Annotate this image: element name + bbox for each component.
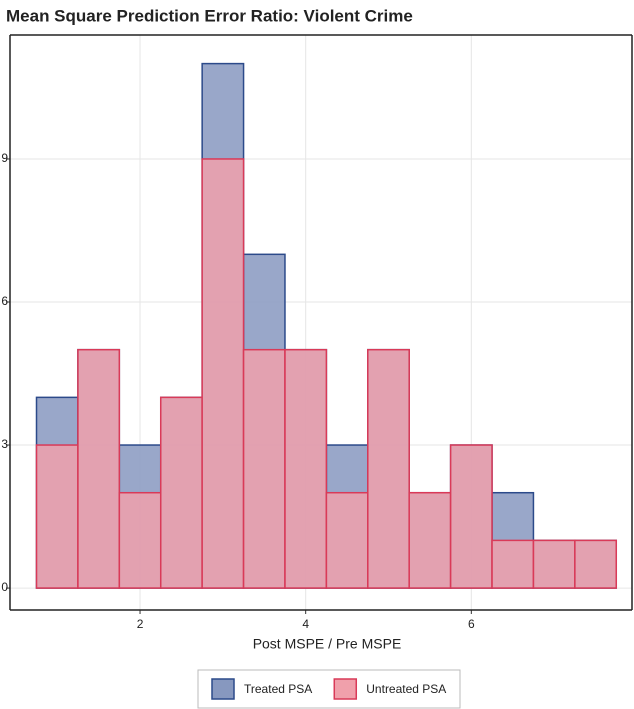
legend-label: Untreated PSA (366, 682, 446, 696)
y-tick-label: 6 (1, 294, 8, 308)
bar (201, 158, 245, 589)
bar (367, 348, 410, 589)
legend-swatch (333, 678, 358, 700)
legend-box (197, 669, 461, 709)
legend-swatch (211, 678, 235, 700)
bar (284, 348, 328, 589)
x-tick-label: 2 (137, 617, 144, 631)
bar (408, 491, 452, 589)
chart-title: Mean Square Prediction Error Ratio: Viol… (6, 6, 413, 25)
y-tick-label: 0 (1, 580, 8, 594)
legend-label: Treated PSA (244, 682, 312, 696)
y-tick-label: 9 (1, 151, 8, 165)
bar (118, 491, 162, 589)
legend: Treated PSA Untreated PSA (197, 669, 461, 709)
x-axis-label: Post MSPE / Pre MSPE (253, 636, 402, 652)
bar (35, 444, 79, 589)
bar (449, 444, 493, 589)
bar (77, 348, 121, 589)
bar (242, 348, 286, 589)
bar (574, 539, 618, 589)
bar (491, 539, 535, 589)
bar (325, 491, 369, 589)
x-tick-label: 4 (302, 617, 309, 631)
bar (159, 396, 203, 589)
x-tick-label: 6 (468, 617, 475, 631)
bar (532, 539, 576, 589)
y-tick-label: 3 (1, 437, 8, 451)
